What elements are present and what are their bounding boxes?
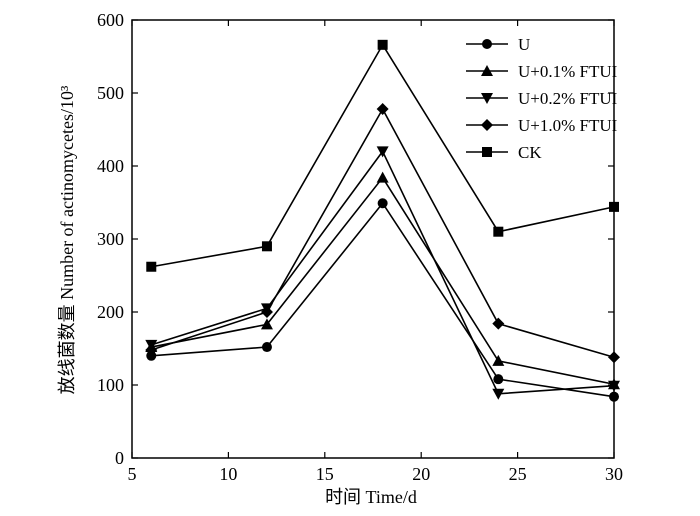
- data-point: [492, 317, 505, 330]
- plot-frame: [131, 19, 615, 459]
- series-line: [151, 201, 615, 398]
- data-point: [609, 201, 619, 212]
- plot-border: [131, 19, 615, 459]
- data-point: [261, 241, 272, 252]
- y-tick-label: 0: [115, 448, 124, 468]
- data-point: [377, 39, 388, 50]
- y-tick-label: 300: [97, 229, 124, 249]
- data-point: [261, 342, 272, 353]
- series-line: [151, 176, 615, 386]
- x-tick-label: 10: [219, 464, 237, 484]
- legend-item: U+0.1% FTUI: [466, 62, 618, 81]
- legend-item: U+0.2% FTUI: [466, 89, 618, 108]
- data-point: [145, 343, 158, 356]
- data-point: [376, 171, 389, 183]
- data-point: [493, 374, 504, 385]
- y-axis-title: 放线菌数量 Number of actinomycetes/10³: [57, 85, 77, 394]
- series-layer: [145, 39, 620, 402]
- y-tick-label: 100: [97, 375, 124, 395]
- x-tick-label: 30: [605, 464, 623, 484]
- x-tick-label: 15: [316, 464, 334, 484]
- x-tick-label: 20: [412, 464, 430, 484]
- legend-marker: [481, 119, 493, 131]
- legend-label: U+0.2% FTUI: [518, 89, 618, 108]
- x-axis-title: 时间 Time/d: [325, 487, 417, 507]
- data-point: [492, 388, 505, 400]
- data-point: [608, 351, 620, 364]
- legend-marker: [482, 147, 492, 157]
- data-point: [146, 261, 157, 272]
- data-point: [608, 380, 620, 392]
- legend-label: U+1.0% FTUI: [518, 116, 618, 135]
- series-u: [146, 198, 619, 402]
- data-point: [609, 391, 619, 402]
- legend-item: U+1.0% FTUI: [466, 116, 618, 135]
- series-ck: [146, 39, 619, 272]
- x-tick-label: 25: [509, 464, 527, 484]
- legend-label: CK: [518, 143, 542, 162]
- series-line: [151, 107, 615, 359]
- data-point: [376, 103, 389, 116]
- legend-label: U+0.1% FTUI: [518, 62, 618, 81]
- series-line: [151, 149, 615, 395]
- data-point: [260, 318, 273, 330]
- legend-item: U: [466, 35, 530, 54]
- legend-item: CK: [466, 143, 542, 162]
- series-u-1-0-ftui: [145, 103, 620, 364]
- legend-label: U: [518, 35, 530, 54]
- data-point: [492, 354, 505, 366]
- y-tick-label: 600: [97, 10, 124, 30]
- y-tick-label: 400: [97, 156, 124, 176]
- data-point: [376, 146, 389, 158]
- legend-marker: [481, 93, 493, 104]
- data-point: [260, 306, 273, 318]
- data-point: [377, 198, 388, 209]
- x-tick-label: 5: [128, 464, 137, 484]
- legend-marker: [482, 39, 492, 49]
- legend-marker: [481, 65, 493, 76]
- series-u-0-2-ftui: [145, 146, 620, 400]
- y-tick-label: 200: [97, 302, 124, 322]
- data-point: [493, 226, 504, 237]
- legend: U U+0.1% FTUI U+0.2% FTUI U+1.0% FTUI CK: [466, 35, 618, 162]
- y-tick-label: 500: [97, 83, 124, 103]
